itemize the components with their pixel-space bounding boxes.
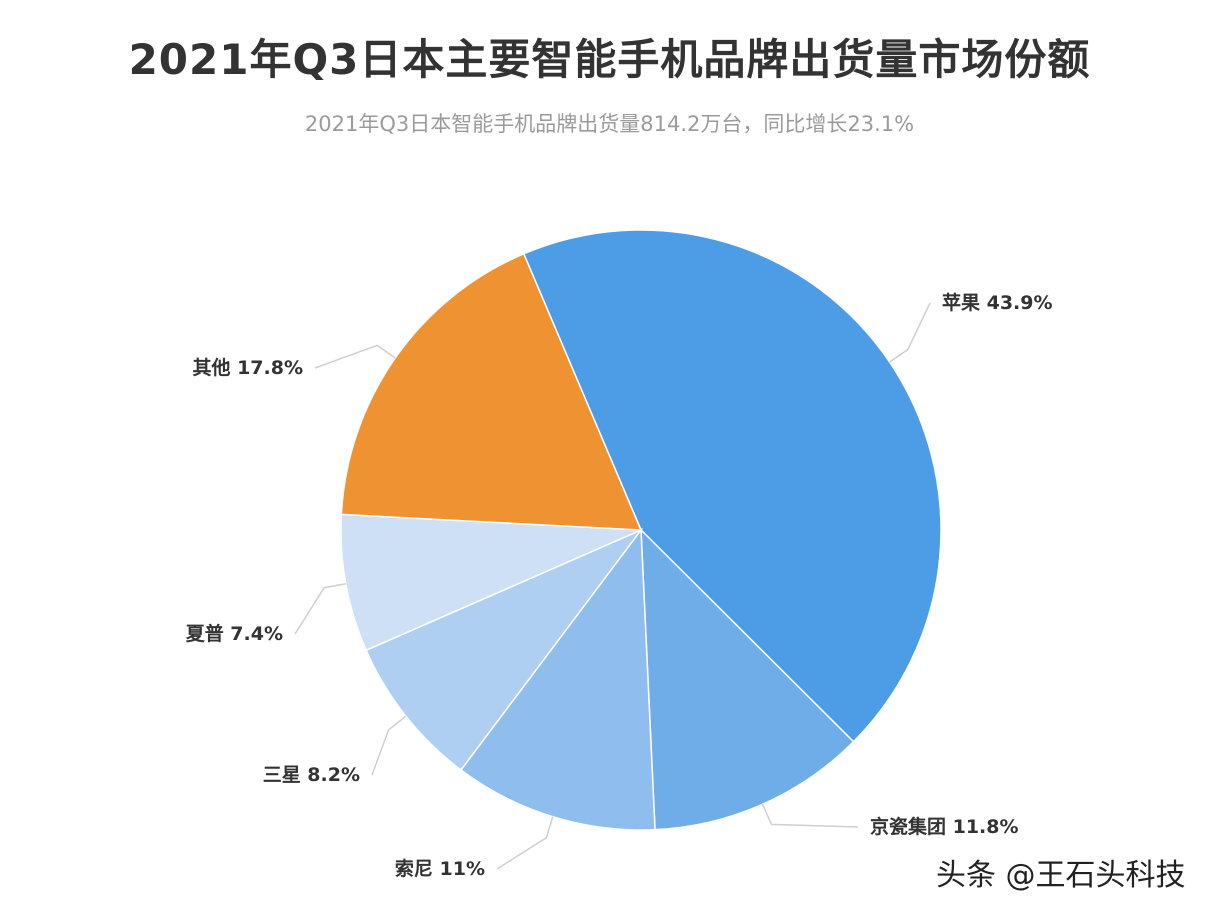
slice-label-3: 索尼 11%: [395, 857, 485, 880]
watermark-text: 头条 @王石头科技: [936, 858, 1186, 893]
slice-label-1: 苹果 43.9%: [942, 291, 1053, 314]
chart-title: 2021年Q3日本主要智能手机品牌出货量市场份额: [128, 35, 1091, 84]
slice-label-4: 三星 8.2%: [263, 764, 360, 786]
leader-line-3: [496, 816, 554, 870]
leader-line-4: [371, 715, 407, 776]
slice-label-5: 夏普 7.4%: [186, 622, 283, 645]
leader-line-6: [314, 344, 396, 369]
leader-line-5: [294, 583, 346, 635]
leader-line-2: [761, 803, 859, 828]
chart-subtitle: 2021年Q3日本智能手机品牌出货量814.2万台，同比增长23.1%: [304, 112, 915, 136]
slice-label-6: 其他 17.8%: [192, 356, 303, 379]
pie-slice-6: [340, 252, 643, 531]
pie-slice-1: [522, 229, 942, 743]
pie-slice-5: [340, 513, 642, 652]
pie-slice-3: [459, 527, 656, 831]
slice-label-2: 京瓷集团 11.8%: [870, 815, 1019, 838]
pie-slice-4: [365, 528, 644, 772]
leader-line-1: [889, 302, 931, 363]
